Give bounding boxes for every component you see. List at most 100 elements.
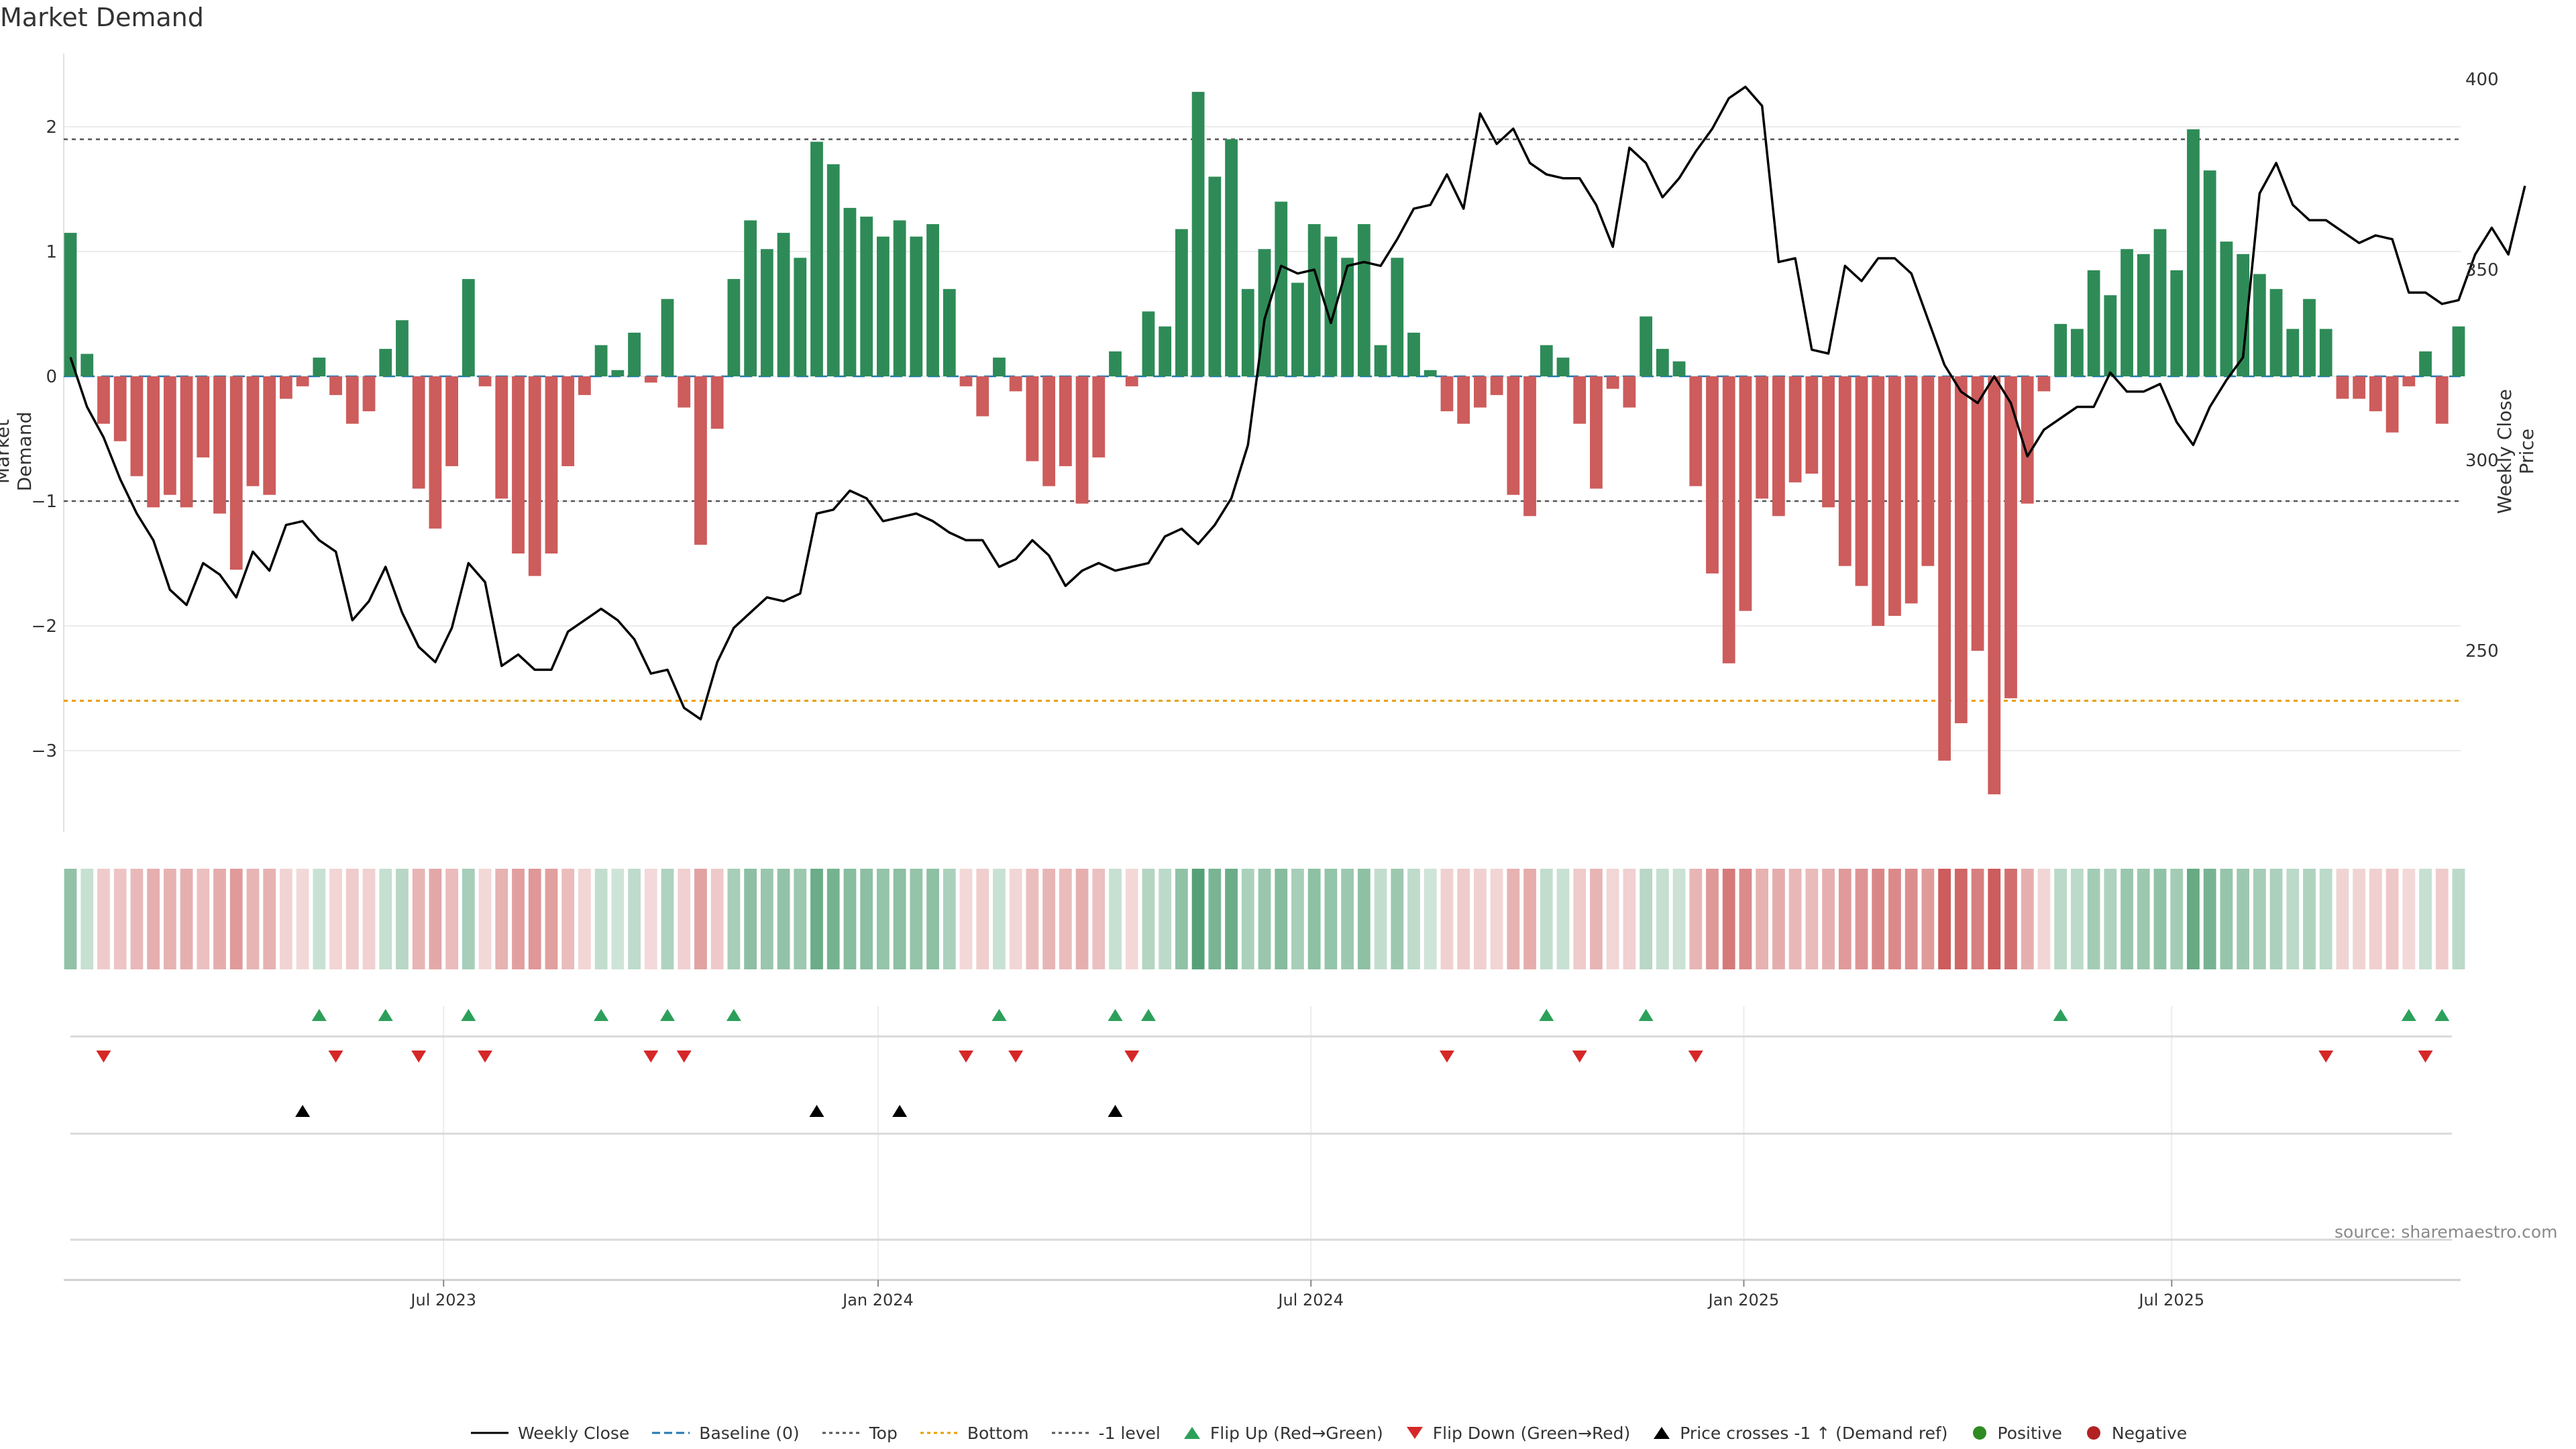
grid-lines	[63, 54, 2461, 1285]
heat-cell	[1291, 869, 1304, 969]
demand-bar	[1540, 345, 1553, 376]
demand-bar	[2286, 329, 2300, 376]
legend-item-positive: Positive	[1970, 1424, 2062, 1443]
heat-cell	[2170, 869, 2184, 969]
flip-down-marker	[1439, 1051, 1454, 1063]
heat-cell	[80, 869, 94, 969]
demand-bar	[313, 358, 326, 376]
heat-cell	[545, 869, 558, 969]
heat-cell	[1888, 869, 1901, 969]
demand-bar	[229, 376, 243, 570]
heat-cell	[1573, 869, 1587, 969]
demand-bar	[1424, 370, 1437, 376]
legend-item-flip-down: Flip Down (Green→Red)	[1405, 1423, 1631, 1443]
heat-cell	[130, 869, 144, 969]
demand-bar	[993, 358, 1006, 376]
heat-cell	[246, 869, 260, 969]
flip-down-marker	[411, 1051, 427, 1063]
legend-item-top: Top	[821, 1424, 898, 1443]
demand-bar	[1756, 376, 1769, 499]
legend-label: Flip Down (Green→Red)	[1432, 1423, 1631, 1443]
heat-cell	[64, 869, 77, 969]
heat-cell	[1473, 869, 1487, 969]
demand-bar	[777, 233, 790, 376]
heat-cell	[379, 869, 392, 969]
demand-bar	[826, 164, 840, 377]
demand-bar	[2269, 288, 2283, 376]
demand-bar	[727, 278, 741, 376]
heat-cell	[2419, 869, 2432, 969]
heat-cell	[777, 869, 790, 969]
demand-bar	[1457, 376, 1470, 424]
flip-down-marker	[1008, 1051, 1024, 1063]
heat-cell	[1706, 869, 1719, 969]
demand-bar	[561, 376, 575, 466]
heat-cell	[2319, 869, 2332, 969]
flip-down-marker	[2318, 1051, 2334, 1063]
heat-cell	[445, 869, 459, 969]
heat-cell	[1822, 869, 1835, 969]
demand-bar	[1440, 376, 1454, 412]
demand-bar	[1241, 288, 1254, 376]
heat-cell	[1191, 869, 1205, 969]
price-cross-marker	[1108, 1105, 1123, 1117]
x-tick-label: Jul 2024	[1277, 1291, 1344, 1309]
heat-cell	[2353, 869, 2366, 969]
demand-bar	[1142, 311, 1155, 376]
heat-cell	[2452, 869, 2465, 969]
demand-bar	[694, 376, 707, 545]
flip-up-marker	[726, 1009, 741, 1021]
demand-bar	[810, 142, 823, 376]
demand-bar	[1623, 376, 1636, 408]
flip-up-marker	[311, 1009, 327, 1021]
demand-bar	[545, 376, 558, 554]
heat-cell	[1805, 869, 1819, 969]
flip-up-marker	[2401, 1009, 2416, 1021]
heat-cell	[512, 869, 525, 969]
demand-bar	[2121, 249, 2133, 376]
demand-bar	[478, 376, 492, 386]
heat-cell	[1490, 869, 1503, 969]
heat-cell	[1391, 869, 1404, 969]
demand-bar	[2452, 326, 2465, 376]
demand-bar	[130, 376, 144, 476]
demand-bar	[528, 376, 541, 576]
heat-cell	[213, 869, 226, 969]
heat-cell	[412, 869, 425, 969]
demand-bar	[1341, 258, 1354, 376]
demand-bar	[2220, 241, 2233, 376]
heat-cell	[1590, 869, 1603, 969]
demand-bar	[2303, 299, 2316, 376]
demand-bar	[1838, 376, 1851, 566]
demand-bar	[462, 278, 475, 376]
demand-bar	[1706, 376, 1719, 574]
demand-bar	[644, 376, 657, 383]
demand-bar	[794, 258, 807, 376]
demand-bar	[943, 288, 956, 376]
demand-bar	[2070, 329, 2084, 376]
y-tick-label: 1	[46, 242, 57, 262]
flip-up-marker	[1539, 1009, 1554, 1021]
demand-bar	[1490, 376, 1503, 395]
x-tick-label: Jul 2023	[409, 1291, 476, 1309]
legend-label: Weekly Close	[518, 1423, 630, 1443]
legend-label: Price crosses -1 ↑ (Demand ref)	[1680, 1423, 1948, 1443]
demand-bar	[661, 299, 674, 376]
heat-cell	[1109, 869, 1122, 969]
heat-cell	[1125, 869, 1138, 969]
demand-bar	[1788, 376, 1802, 483]
heat-cell	[1424, 869, 1437, 969]
heat-cell	[694, 869, 707, 969]
heat-cell	[1988, 869, 2001, 969]
heat-cell	[976, 869, 989, 969]
heat-cell	[528, 869, 541, 969]
flip-up-marker	[378, 1009, 393, 1021]
demand-bar	[1606, 376, 1619, 389]
y-tick-label: −2	[32, 616, 57, 637]
heat-cell	[2269, 869, 2283, 969]
heat-cell	[362, 869, 376, 969]
demand-bar	[1075, 376, 1089, 504]
heat-cell	[2153, 869, 2167, 969]
heat-cell	[661, 869, 674, 969]
heat-cell	[478, 869, 492, 969]
